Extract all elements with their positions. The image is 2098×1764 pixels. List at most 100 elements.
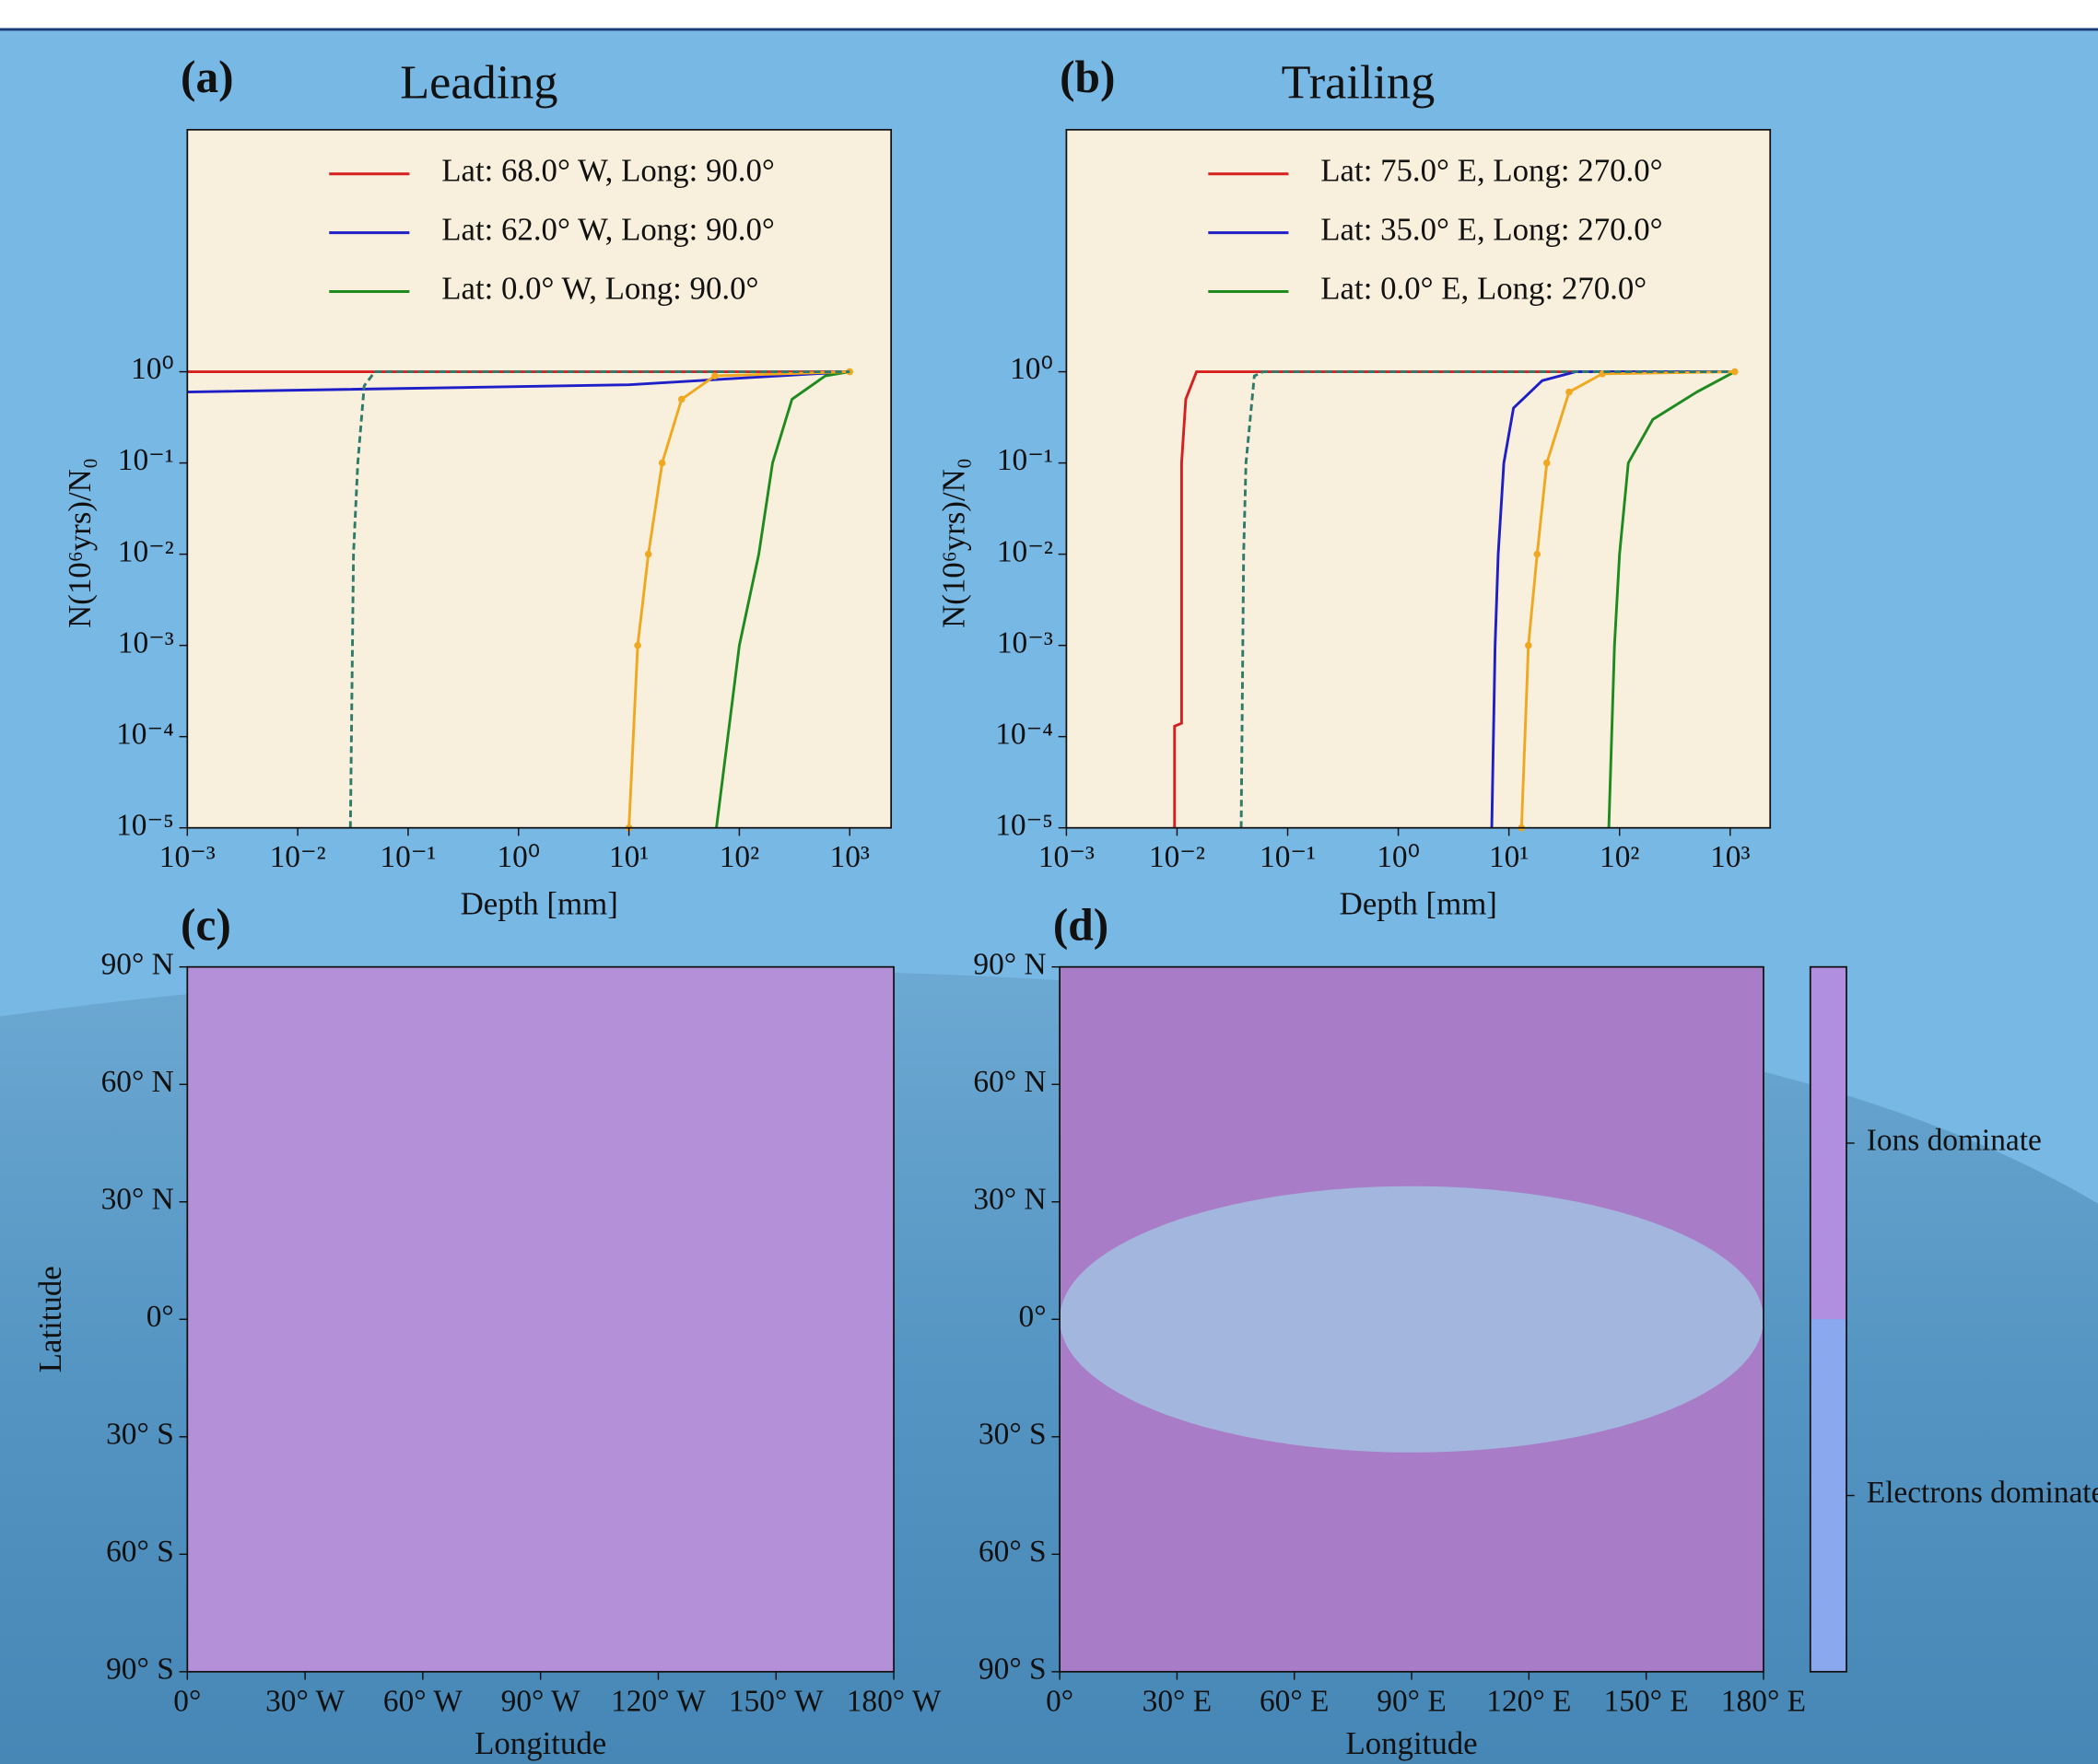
x-tick-label: 120° E [1486, 1684, 1571, 1718]
y-tick-label: 90° N [973, 947, 1046, 981]
x-axis-label: Longitude [475, 1725, 606, 1761]
plot-area [1066, 129, 1771, 828]
x-tick-label: 120° W [611, 1684, 706, 1718]
y-tick-label: 0° [147, 1300, 174, 1334]
y-tick-label: 60° S [979, 1535, 1047, 1569]
x-tick-label: 150° W [729, 1684, 824, 1718]
series-marker [634, 641, 641, 649]
y-tick-label: 10⁻⁴ [995, 717, 1053, 751]
x-tick-label: 10³ [1710, 840, 1750, 874]
x-tick-label: 10⁰ [1377, 840, 1420, 874]
series-line [187, 370, 850, 393]
y-tick-label: 10⁻² [118, 534, 174, 568]
plots: 10⁻³ 10⁻² 10⁻¹ 10⁰ 10¹ 10² 10³ 10⁻⁵ 10⁻⁴ 10⁻³ 10⁻²… [32, 52, 2098, 1761]
x-tick-label: 0° [1046, 1684, 1073, 1718]
legend-label: Lat: 0.0° E, Long: 270.0° [1320, 271, 1647, 307]
series-marker [1730, 368, 1739, 376]
y-tick-label: 0° [1019, 1300, 1047, 1334]
x-tick-label: 10¹ [1489, 840, 1529, 874]
series-marker [1565, 388, 1573, 396]
plot-frame [186, 128, 893, 829]
chart-title: Leading [400, 55, 557, 109]
legend-label: Lat: 68.0° W, Long: 90.0° [441, 153, 775, 189]
series-marker [677, 395, 686, 403]
x-tick-label: 180° W [847, 1684, 942, 1718]
series-line [715, 370, 850, 828]
x-tick-label: 180° E [1721, 1684, 1806, 1718]
y-tick-label: 10⁰ [131, 352, 174, 386]
x-tick-label: 10⁻¹ [1260, 840, 1316, 874]
y-tick-label: 30° S [979, 1417, 1047, 1451]
series-marker [1542, 459, 1551, 467]
x-tick-label: 60° E [1260, 1684, 1329, 1718]
panel-label: (a) [181, 52, 234, 102]
y-tick-label: 30° S [106, 1417, 174, 1451]
x-tick-label: 30° W [265, 1684, 345, 1718]
series-marker [711, 372, 719, 380]
x-tick-label: 10⁻² [1149, 840, 1205, 874]
y-axis-label: Latitude [32, 1266, 68, 1373]
panel: 0° 30° E 60° E 90° E 120° E 150° E 180° E 90° N… [973, 899, 2098, 1761]
y-tick-label: 90° S [106, 1652, 174, 1686]
colorbar-label: Electrons dominate [1867, 1476, 2098, 1510]
x-tick-label: 10⁻² [270, 840, 326, 874]
y-axis-label: N(10⁶yrs)/N₀ [935, 458, 971, 628]
series-marker [644, 550, 652, 558]
x-tick-label: 150° E [1604, 1684, 1689, 1718]
legend-label: Lat: 75.0° E, Long: 270.0° [1320, 153, 1662, 189]
colorbar-label: Ions dominate [1867, 1124, 2042, 1158]
plot-frame [1065, 128, 1772, 829]
colorbar-frame [1809, 965, 1847, 1673]
x-tick-label: 10³ [830, 840, 870, 874]
y-tick-label: 10⁰ [1010, 352, 1053, 386]
plot-area [187, 129, 892, 828]
colorbar-swatch [1810, 966, 1846, 1320]
series-line [348, 370, 850, 828]
x-tick-label: 10⁻³ [1038, 840, 1095, 874]
y-tick-label: 90° S [979, 1652, 1047, 1686]
series-marker [1533, 550, 1541, 558]
y-tick-label: 60° S [106, 1535, 174, 1569]
x-tick-label: 60° W [383, 1684, 463, 1718]
chart-title: Trailing [1282, 55, 1436, 109]
x-tick-label: 30° E [1143, 1684, 1212, 1718]
y-tick-label: 10⁻¹ [118, 443, 174, 477]
plot-frame [186, 965, 895, 1673]
top-rule [0, 28, 2098, 31]
legend-label: Lat: 35.0° E, Long: 270.0° [1320, 212, 1662, 248]
x-tick-label: 10⁻³ [159, 840, 216, 874]
y-tick-label: 10⁻² [997, 534, 1053, 568]
x-tick-label: 0° [173, 1684, 201, 1718]
series-line [1607, 370, 1736, 828]
series-line [1173, 370, 1730, 828]
x-axis-label: Depth [mm] [1340, 885, 1497, 921]
panel: 0° 30° W 60° W 90° W 120° W 150° W 180° W 90° N… [32, 899, 942, 1761]
y-axis-label: N(10⁶yrs)/N₀ [62, 458, 98, 628]
legend-label: Lat: 0.0° W, Long: 90.0° [441, 271, 758, 307]
panel-label: (c) [181, 899, 231, 950]
panel-label: (b) [1060, 52, 1115, 102]
y-tick-label: 30° N [973, 1182, 1046, 1216]
y-tick-label: 10⁻³ [118, 625, 174, 660]
colorbar-swatch [1810, 1319, 1846, 1672]
top-band [0, 0, 2098, 29]
series-marker [658, 459, 666, 467]
y-tick-label: 10⁻⁵ [116, 808, 174, 842]
y-tick-label: 10⁻³ [997, 625, 1053, 660]
map-region [1060, 1186, 1764, 1453]
x-tick-label: 10² [1600, 840, 1639, 874]
series-line [1239, 370, 1730, 828]
y-tick-label: 30° N [101, 1182, 174, 1216]
map-area [187, 966, 895, 1672]
x-tick-label: 10⁻¹ [380, 840, 436, 874]
y-tick-label: 60° N [973, 1065, 1046, 1099]
x-axis-label: Depth [mm] [461, 885, 618, 921]
panel: 10⁻³ 10⁻² 10⁻¹ 10⁰ 10¹ 10² 10³ 10⁻⁵ 10⁻⁴ 10⁻³ 10⁻²… [62, 52, 893, 921]
y-tick-label: 10⁻¹ [997, 443, 1053, 477]
x-tick-label: 10² [720, 840, 759, 874]
x-tick-label: 10¹ [609, 840, 649, 874]
plot-frame [1059, 965, 1764, 1673]
x-tick-label: 90° E [1377, 1684, 1446, 1718]
x-tick-label: 90° W [501, 1684, 580, 1718]
